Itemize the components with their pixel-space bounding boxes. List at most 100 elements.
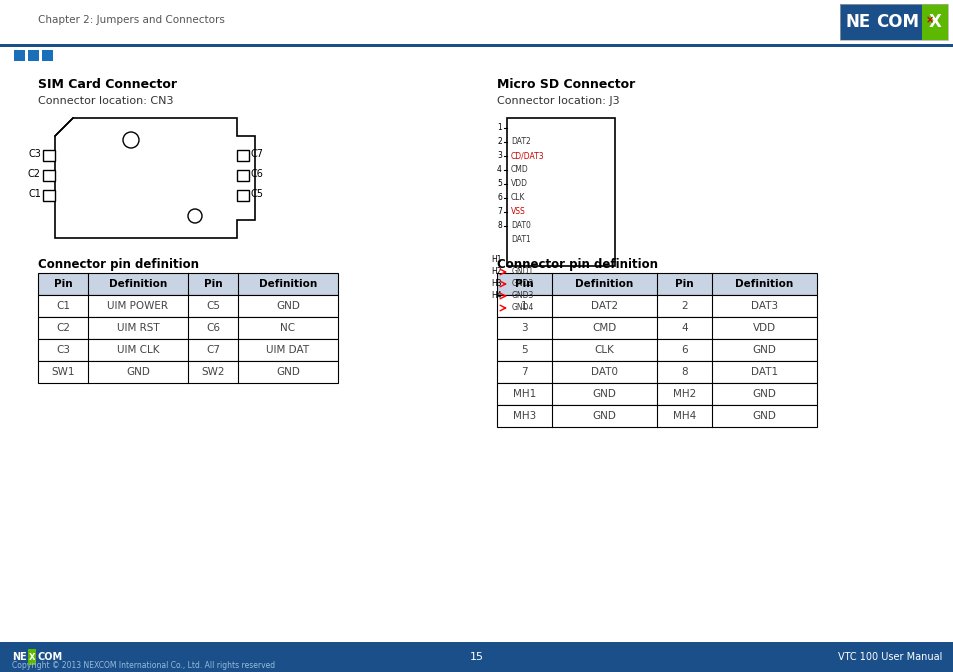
Bar [43, 190, 55, 201]
Text: Definition: Definition [575, 279, 633, 289]
Text: Definition: Definition [735, 279, 793, 289]
Text: 3: 3 [497, 151, 501, 161]
Text: CD/DAT3: CD/DAT3 [511, 151, 544, 161]
Text: Pin: Pin [53, 279, 72, 289]
Text: CMD: CMD [511, 165, 528, 175]
Text: DAT2: DAT2 [511, 138, 530, 146]
Bar [10, 648, 66, 666]
Text: GND: GND [752, 411, 776, 421]
Text: COM: COM [38, 652, 63, 662]
Text: GND: GND [752, 389, 776, 399]
Text: C7: C7 [206, 345, 220, 355]
Text: DAT0: DAT0 [511, 222, 530, 230]
Text: 5: 5 [497, 179, 501, 189]
Text: Chapter 2: Jumpers and Connectors: Chapter 2: Jumpers and Connectors [38, 15, 225, 25]
Text: Pin: Pin [675, 279, 693, 289]
Text: GND2: GND2 [512, 280, 534, 288]
Text: GND: GND [275, 301, 299, 311]
Text: 8: 8 [680, 367, 687, 377]
Text: UIM RST: UIM RST [116, 323, 159, 333]
Text: 6: 6 [497, 194, 501, 202]
Text: VDD: VDD [511, 179, 527, 189]
Bar [43, 170, 55, 181]
Polygon shape [55, 118, 254, 238]
Bar [38, 339, 337, 361]
Text: GND4: GND4 [512, 304, 534, 312]
Text: 3: 3 [520, 323, 527, 333]
Text: SIM Card Connector: SIM Card Connector [38, 78, 177, 91]
Bar [38, 295, 337, 317]
Bar [43, 150, 55, 161]
Text: Connector pin definition: Connector pin definition [38, 258, 199, 271]
Text: GND: GND [275, 367, 299, 377]
Text: Pin: Pin [204, 279, 222, 289]
Text: C3: C3 [28, 149, 41, 159]
Text: 4: 4 [497, 165, 501, 175]
Text: COM: COM [875, 13, 918, 31]
Text: Copyright © 2013 NEXCOM International Co., Ltd. All rights reserved: Copyright © 2013 NEXCOM International Co… [12, 661, 274, 671]
Bar [0, 44, 953, 47]
Text: DAT1: DAT1 [750, 367, 778, 377]
Text: X: X [927, 13, 941, 31]
Text: C7: C7 [251, 149, 264, 159]
Bar [497, 405, 816, 427]
Bar [38, 361, 337, 383]
Text: 2: 2 [497, 138, 501, 146]
Text: GND: GND [592, 389, 616, 399]
Text: UIM CLK: UIM CLK [116, 345, 159, 355]
Text: DAT0: DAT0 [590, 367, 618, 377]
Text: C1: C1 [28, 189, 41, 199]
Text: C5: C5 [251, 189, 264, 199]
Circle shape [188, 209, 202, 223]
Bar [497, 295, 816, 317]
Text: GND: GND [752, 345, 776, 355]
Bar [506, 118, 615, 266]
Bar [497, 339, 816, 361]
Bar [236, 150, 249, 161]
Text: VSS: VSS [511, 208, 525, 216]
Text: GND: GND [126, 367, 150, 377]
Text: Connector pin definition: Connector pin definition [497, 258, 658, 271]
Text: Definition: Definition [109, 279, 167, 289]
Bar [840, 4, 947, 40]
Bar [38, 273, 337, 295]
Text: Pin: Pin [515, 279, 534, 289]
Text: C2: C2 [56, 323, 70, 333]
Text: ×: × [925, 15, 933, 25]
Bar [497, 317, 816, 339]
Text: UIM POWER: UIM POWER [108, 301, 169, 311]
Text: 5: 5 [520, 345, 527, 355]
Text: 6: 6 [680, 345, 687, 355]
Text: MH4: MH4 [672, 411, 696, 421]
Bar [28, 50, 39, 61]
Text: GND1: GND1 [512, 267, 534, 276]
Text: CLK: CLK [511, 194, 525, 202]
Circle shape [123, 132, 139, 148]
Text: VTC 100 User Manual: VTC 100 User Manual [837, 652, 941, 662]
Bar [840, 4, 921, 40]
Bar [497, 383, 816, 405]
Text: Connector location: J3: Connector location: J3 [497, 96, 619, 106]
Bar [921, 4, 947, 40]
Bar [236, 190, 249, 201]
Text: NE: NE [845, 13, 870, 31]
Text: DAT3: DAT3 [750, 301, 778, 311]
Bar [497, 361, 816, 383]
Text: MH2: MH2 [672, 389, 696, 399]
Text: C3: C3 [56, 345, 70, 355]
Text: CLK: CLK [594, 345, 614, 355]
Text: 4: 4 [680, 323, 687, 333]
Text: 1: 1 [520, 301, 527, 311]
Bar [28, 649, 36, 665]
Bar [0, 0, 953, 45]
Text: C6: C6 [206, 323, 220, 333]
Bar [236, 170, 249, 181]
Text: Connector location: CN3: Connector location: CN3 [38, 96, 173, 106]
Text: 2: 2 [680, 301, 687, 311]
Text: NE: NE [12, 652, 27, 662]
Text: GND: GND [592, 411, 616, 421]
Text: MH3: MH3 [513, 411, 536, 421]
Text: CMD: CMD [592, 323, 616, 333]
Text: Definition: Definition [258, 279, 316, 289]
Text: MH1: MH1 [513, 389, 536, 399]
